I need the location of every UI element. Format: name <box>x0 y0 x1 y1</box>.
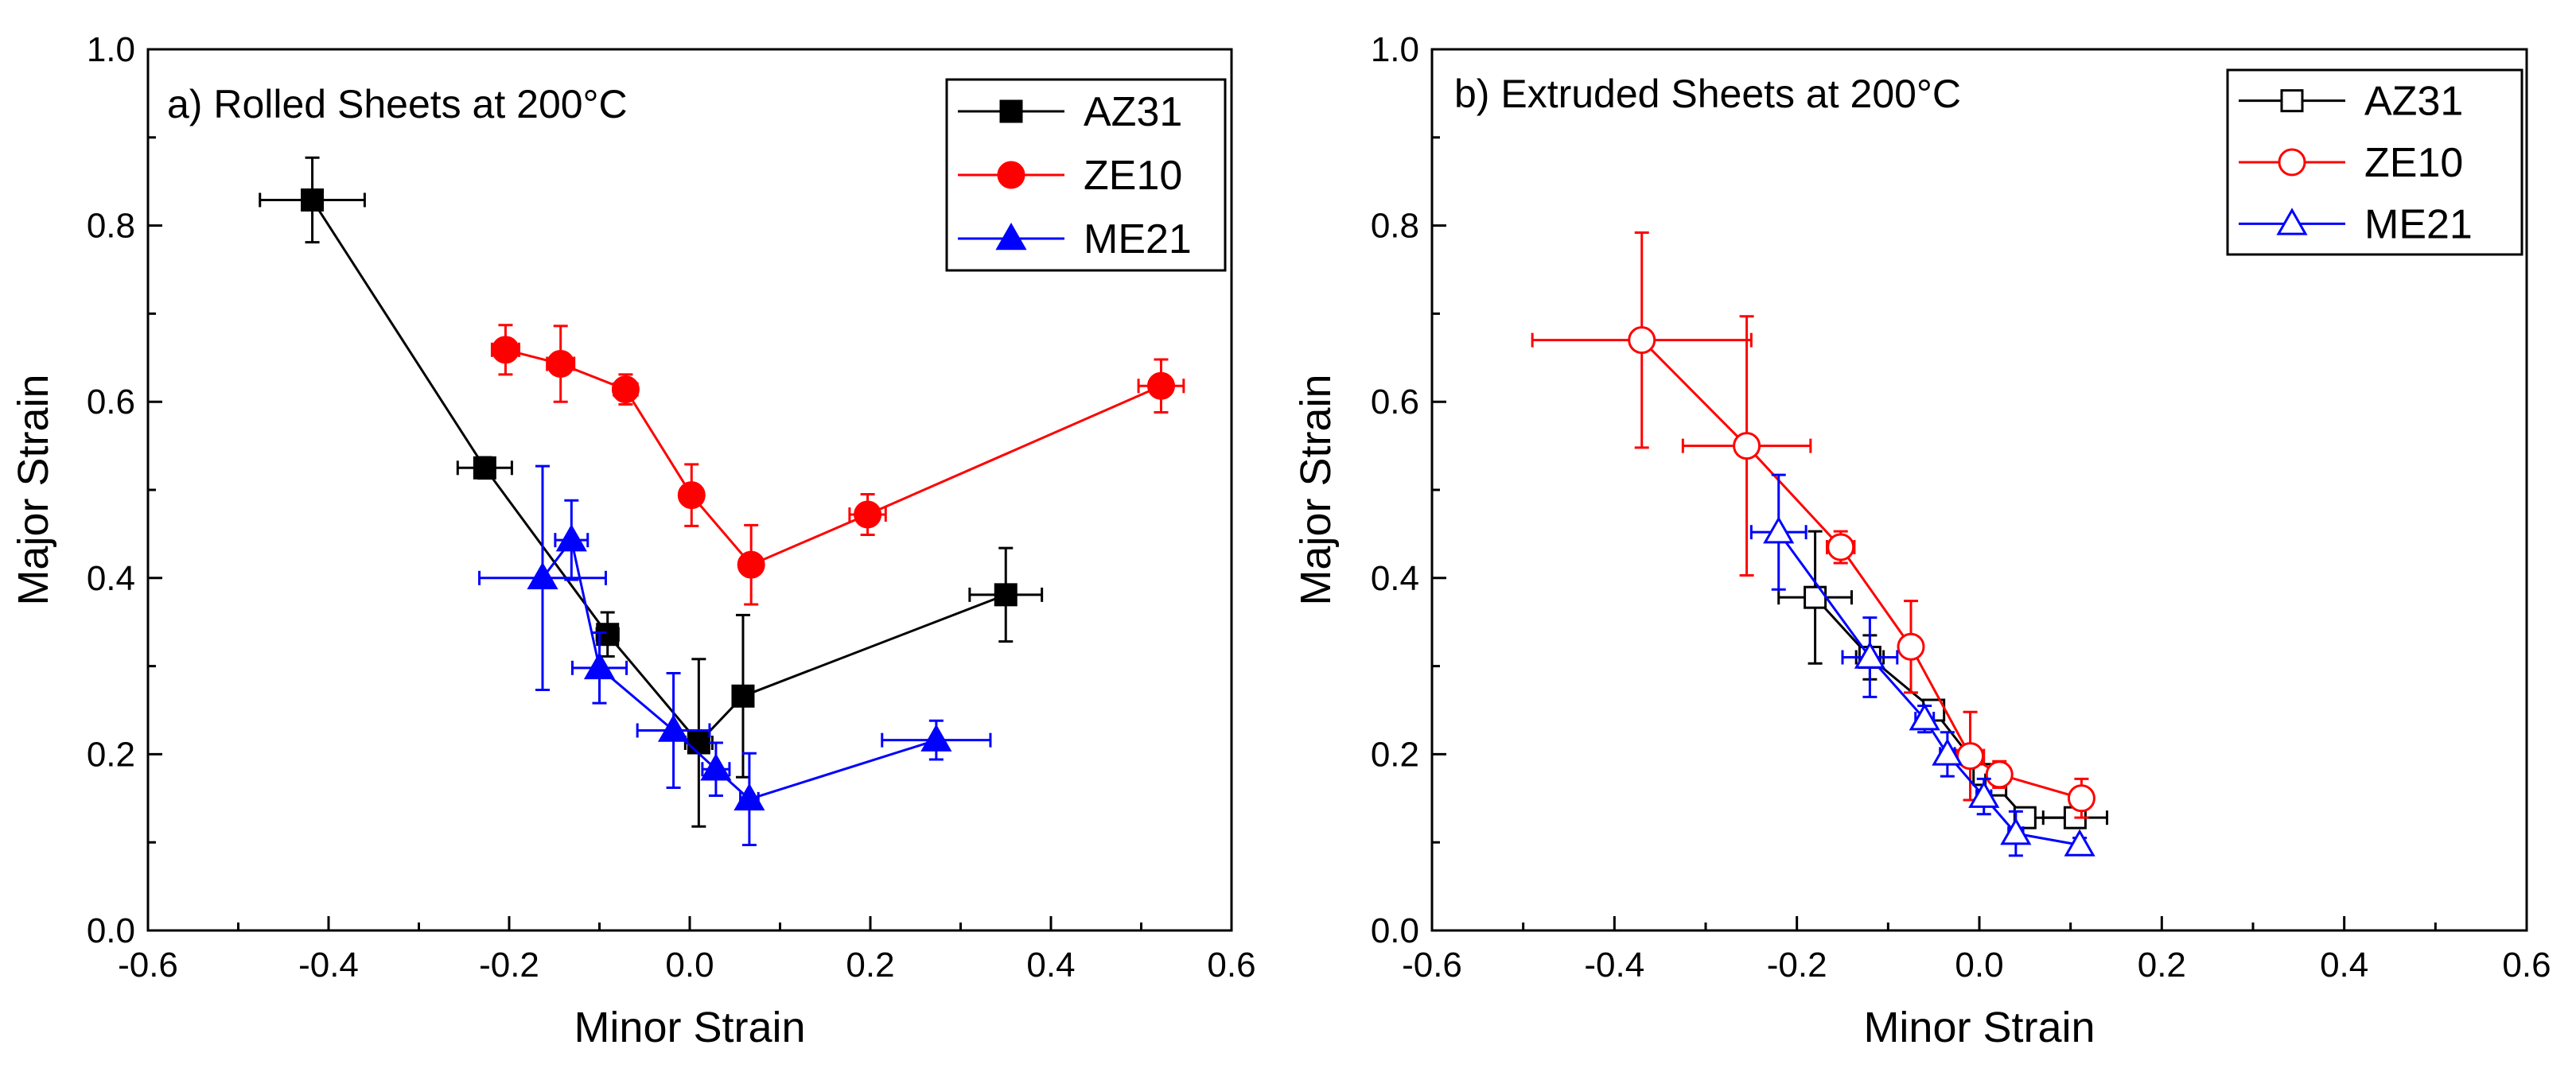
data-point <box>700 753 732 781</box>
data-point <box>1854 641 1885 669</box>
data-point <box>596 623 620 647</box>
legend-marker <box>2280 89 2304 113</box>
series-line <box>1777 531 2080 846</box>
legend-label: AZ31 <box>2364 79 2463 125</box>
y-tick-label: 0.2 <box>87 735 135 774</box>
y-tick-label: 0.6 <box>87 383 135 421</box>
data-point <box>555 524 587 552</box>
data-point <box>2064 829 2095 857</box>
x-tick-label: 0.4 <box>2320 946 2368 985</box>
data-point <box>731 684 755 708</box>
x-tick-label: -0.6 <box>118 946 178 985</box>
x-axis-title: Minor Strain <box>574 1004 805 1051</box>
x-tick-label: -0.6 <box>1402 946 1462 985</box>
data-point <box>583 651 616 680</box>
x-tick-label: 0.2 <box>2138 946 2186 985</box>
series-line <box>505 348 1162 567</box>
legend-marker <box>2278 148 2306 177</box>
x-tick-label: 0.6 <box>2502 946 2551 985</box>
x-tick-label: 0.2 <box>846 946 894 985</box>
x-tick-label: -0.4 <box>1584 946 1644 985</box>
series-line <box>311 199 1006 745</box>
data-point <box>1909 703 1940 731</box>
legend-label: AZ31 <box>1084 89 1182 135</box>
data-point <box>611 375 640 404</box>
y-tick-label: 0.8 <box>1371 207 1419 246</box>
data-point <box>1628 326 1656 355</box>
y-tick-label: 1.0 <box>87 30 135 69</box>
y-tick-label: 0.4 <box>87 559 135 598</box>
data-point <box>491 336 519 364</box>
x-tick-label: 0.0 <box>665 946 714 985</box>
data-point <box>1968 780 2000 808</box>
data-point <box>527 561 558 590</box>
y-axis-title: Major Strain <box>10 374 57 605</box>
data-point <box>1763 516 1795 544</box>
series-az31 <box>259 156 1044 828</box>
y-tick-label: 0.8 <box>87 207 135 246</box>
data-point <box>301 188 325 212</box>
data-point <box>1146 371 1175 400</box>
y-axis-title: Major Strain <box>1292 374 1340 605</box>
y-tick-label: 0.0 <box>87 911 135 950</box>
data-point <box>547 350 575 379</box>
data-point <box>2000 818 2032 845</box>
x-axis-title: Minor Strain <box>1863 1004 2095 1051</box>
legend-label: ZE10 <box>2364 140 2463 186</box>
series-ze10 <box>490 324 1185 606</box>
x-tick-label: 0.0 <box>1955 946 2003 985</box>
legend-marker <box>995 222 1027 251</box>
panel-title: b) Extruded Sheets at 200°C <box>1454 72 1961 116</box>
data-point <box>687 731 710 755</box>
y-tick-label: 0.2 <box>1371 735 1419 774</box>
series-line <box>1640 339 2082 800</box>
data-point <box>994 583 1018 607</box>
legend-marker <box>2276 208 2308 235</box>
y-tick-label: 1.0 <box>1371 30 1419 69</box>
x-tick-label: -0.2 <box>1767 946 1827 985</box>
legend: AZ31 ZE10 ME21 <box>945 78 1227 272</box>
y-tick-label: 0.0 <box>1371 911 1419 950</box>
data-point <box>2067 784 2095 813</box>
chart-panel-b: -0.6 -0.4 -0.2 0.0 0.2 0.4 0.6 0.0 0.2 0.4 0.6 0.8 1… <box>1292 30 2551 1051</box>
data-point <box>733 783 765 811</box>
data-point <box>1897 632 1925 661</box>
series-me21 <box>1749 473 2095 857</box>
data-point <box>1827 533 1855 561</box>
series-ze10 <box>1531 231 2095 819</box>
x-tick-label: -0.4 <box>298 946 359 985</box>
series-az31 <box>1777 530 2109 829</box>
data-point <box>1804 585 1827 609</box>
x-tick-label: 0.6 <box>1207 946 1255 985</box>
data-point <box>737 550 765 579</box>
x-tick-label: -0.2 <box>479 946 539 985</box>
legend: AZ31 ZE10 ME21 <box>2226 68 2523 256</box>
series-me21 <box>478 464 992 847</box>
chart-panel-a: -0.6 -0.4 -0.2 0.0 0.2 0.4 0.6 0.0 0.2 0.4 0.6 0.8 1… <box>10 30 1256 1051</box>
panel-title: a) Rolled Sheets at 200°C <box>167 82 628 126</box>
legend-label: ZE10 <box>1084 153 1182 199</box>
data-point <box>854 500 882 529</box>
data-point <box>657 714 690 742</box>
data-point <box>1932 738 1963 766</box>
legend-marker <box>999 99 1023 123</box>
data-point <box>1985 760 2014 789</box>
legend-label: ME21 <box>1084 216 1192 262</box>
legend-label: ME21 <box>2364 201 2473 247</box>
legend-marker <box>997 161 1025 189</box>
data-point <box>920 724 952 752</box>
x-tick-label: 0.4 <box>1026 946 1075 985</box>
data-point <box>1733 432 1761 460</box>
data-point <box>473 456 496 480</box>
y-tick-label: 0.4 <box>1371 559 1419 598</box>
y-tick-label: 0.6 <box>1371 383 1419 421</box>
data-point <box>677 481 706 510</box>
